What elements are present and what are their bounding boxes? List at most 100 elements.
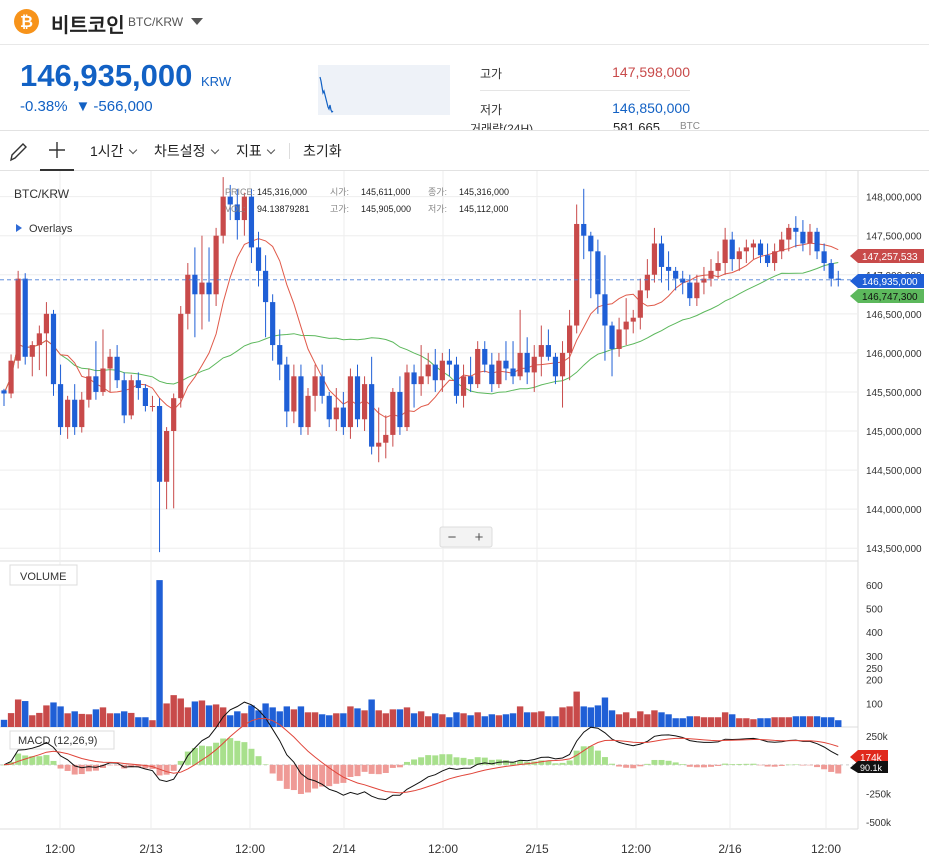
volume-bar bbox=[354, 708, 361, 727]
volume-bar bbox=[651, 710, 658, 727]
chart-symbol: BTC/KRW bbox=[14, 187, 70, 201]
candle-body bbox=[128, 380, 134, 416]
macd-histogram-bar bbox=[764, 764, 771, 767]
volume-bar bbox=[425, 716, 432, 727]
pencil-icon[interactable] bbox=[8, 131, 30, 171]
macd-histogram-bar bbox=[432, 755, 439, 765]
macd-histogram-bar bbox=[771, 764, 778, 767]
volume-bar bbox=[665, 714, 672, 727]
macd-y-tick-label: -500k bbox=[866, 818, 892, 829]
volume-bar bbox=[700, 717, 708, 727]
ohlc-legend-text: 145,112,000 bbox=[459, 204, 508, 214]
macd-y-tick-label: -250k bbox=[866, 789, 892, 800]
crosshair-icon-svg bbox=[49, 142, 65, 158]
macd-histogram-bar bbox=[269, 764, 276, 774]
macd-histogram-bar bbox=[552, 763, 559, 765]
candle-body bbox=[100, 368, 106, 392]
volume-bar bbox=[205, 705, 213, 727]
macd-histogram-bar bbox=[156, 764, 163, 776]
macd-upper-tag: 174k bbox=[860, 753, 883, 764]
volume-bar bbox=[531, 712, 538, 727]
volume-bar bbox=[502, 714, 510, 727]
volume-bar bbox=[92, 709, 100, 727]
macd-histogram-bar bbox=[297, 764, 304, 794]
candle-body bbox=[588, 235, 594, 252]
candle-body bbox=[814, 231, 820, 252]
zoom-in-button[interactable]: + bbox=[475, 529, 484, 546]
chart-area[interactable]: 12:00 2/13 12:00 2/14 12:00 2/15 12:00 2/16 12:0… bbox=[0, 171, 929, 865]
high-value: 147,598,000 bbox=[612, 64, 690, 80]
candle-body bbox=[764, 255, 771, 264]
macd-histogram-bar bbox=[191, 748, 198, 765]
volume-bar bbox=[580, 706, 587, 727]
mini-chart-svg bbox=[319, 76, 334, 114]
volume-bar bbox=[347, 706, 354, 727]
macd-histogram-bar bbox=[368, 764, 375, 774]
macd-line bbox=[3, 701, 839, 801]
macd-histogram-bar bbox=[545, 761, 552, 765]
candle-body bbox=[828, 263, 834, 279]
volume-bar bbox=[820, 717, 828, 727]
volume-bar bbox=[234, 711, 241, 727]
macd-histogram-bar bbox=[814, 764, 821, 768]
volume-bar bbox=[311, 712, 319, 727]
stat-volume-row: 거래량(24H) 581,665 BTC bbox=[470, 120, 705, 130]
candle-body bbox=[743, 247, 749, 252]
crosshair-icon[interactable] bbox=[40, 131, 74, 171]
candle-body bbox=[1, 390, 7, 394]
macd-histogram-bar bbox=[672, 762, 679, 765]
candle-body bbox=[319, 376, 325, 396]
y-tick-label: 144,000,000 bbox=[866, 505, 922, 516]
macd-histogram-bar bbox=[85, 764, 92, 772]
volume-bar bbox=[262, 703, 269, 727]
candle-body bbox=[390, 391, 396, 435]
volume-bar bbox=[71, 711, 78, 727]
x-tick-label: 2/13 bbox=[139, 842, 163, 856]
macd-histogram-bar bbox=[361, 764, 368, 772]
volume-bar bbox=[813, 716, 821, 727]
candle-body bbox=[673, 270, 679, 279]
chart-settings-dropdown[interactable]: 차트설정 bbox=[154, 131, 219, 171]
volume-y-tick-label: 600 bbox=[866, 581, 883, 592]
macd-histogram-bar bbox=[255, 756, 262, 765]
macd-histogram-bar bbox=[700, 764, 707, 768]
indicators-dropdown[interactable]: 지표 bbox=[236, 131, 276, 171]
macd-histogram-bar bbox=[15, 753, 22, 765]
stats-panel: 고가 147,598,000 저가 146,850,000 거래량(24H) 5… bbox=[470, 55, 705, 130]
reset-button[interactable]: 초기화 bbox=[303, 143, 342, 159]
volume-bar bbox=[304, 712, 312, 727]
macd-histogram-bar bbox=[679, 764, 686, 765]
candle-body bbox=[574, 223, 580, 326]
current-price-tag-bg bbox=[850, 274, 924, 288]
candle-body bbox=[581, 223, 587, 236]
macd-histogram-bar bbox=[276, 764, 283, 781]
volume-bar bbox=[608, 710, 616, 727]
macd-histogram-bar bbox=[135, 764, 142, 768]
y-tick-label: 144,500,000 bbox=[866, 466, 922, 477]
volume-bar bbox=[778, 717, 785, 727]
triangle-down-icon[interactable] bbox=[191, 18, 203, 25]
macd-histogram-bar bbox=[290, 764, 297, 791]
candle-body bbox=[340, 407, 346, 428]
macd-histogram-bar bbox=[467, 759, 474, 765]
volume-bar bbox=[163, 703, 170, 727]
zoom-out-button[interactable]: − bbox=[448, 529, 457, 546]
candle-body bbox=[772, 251, 778, 264]
interval-dropdown[interactable]: 1시간 bbox=[90, 131, 137, 171]
macd-histogram-bar bbox=[213, 742, 220, 765]
chevron-down-icon bbox=[266, 145, 276, 155]
volume-bar bbox=[601, 697, 609, 727]
candle-body bbox=[192, 274, 198, 295]
volume-bar bbox=[495, 715, 503, 727]
y-tick-label: 148,000,000 bbox=[866, 193, 922, 204]
macd-histogram-bar bbox=[778, 764, 785, 766]
moving-average-short-line bbox=[3, 238, 839, 419]
macd-histogram-bar bbox=[163, 764, 170, 775]
macd-histogram-bar bbox=[637, 764, 644, 767]
macd-histogram-bar bbox=[446, 754, 453, 765]
candle-body bbox=[8, 360, 14, 394]
volume-bar bbox=[120, 711, 128, 727]
candle-body bbox=[489, 364, 495, 385]
candle-body bbox=[496, 360, 502, 385]
volume-bar bbox=[587, 707, 595, 727]
